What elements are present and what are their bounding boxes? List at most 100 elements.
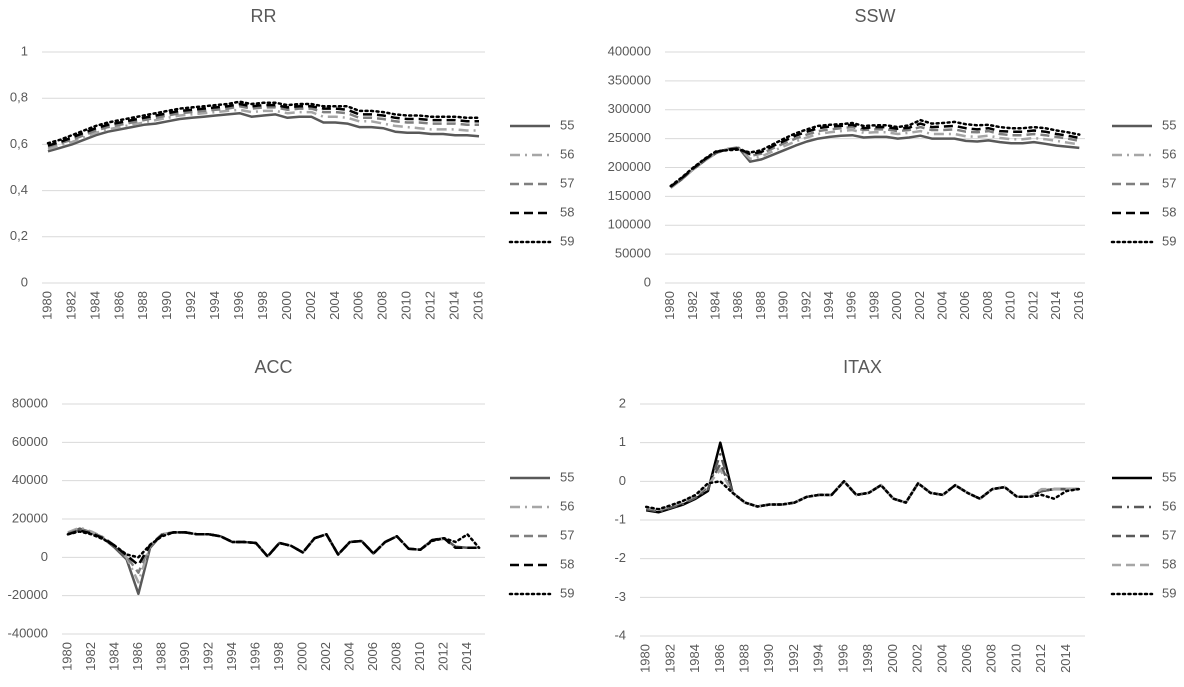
- x-tick-label: 1984: [708, 291, 723, 320]
- x-tick-label: 2004: [327, 291, 342, 320]
- y-tick-label: 0,8: [10, 90, 28, 105]
- x-tick-label: 1988: [153, 642, 168, 671]
- y-tick-label: 50000: [615, 246, 651, 261]
- x-tick-label: 1998: [866, 291, 881, 320]
- legend-label: 55: [1162, 469, 1176, 484]
- chart-panel: ITAX -4 -3 -2 -1 0 1 2 1980 1982 1984 1986 1988 1990 1…: [614, 357, 1176, 673]
- legend-label: 59: [1162, 233, 1176, 248]
- chart-title: ACC: [254, 357, 292, 377]
- data-line: [47, 105, 479, 148]
- y-tick-label: 400000: [608, 43, 651, 58]
- x-tick-label: 1980: [39, 291, 54, 320]
- x-tick-label: 2012: [435, 642, 450, 671]
- x-tick-label: 2006: [365, 642, 380, 671]
- legend-label: 56: [560, 498, 574, 513]
- x-tick-label: 2004: [935, 291, 950, 320]
- x-tick-label: 1992: [798, 291, 813, 320]
- data-line: [66, 530, 481, 559]
- legend-label: 59: [560, 233, 574, 248]
- chart-title: RR: [251, 6, 277, 26]
- data-line: [47, 111, 480, 153]
- x-tick-label: 2012: [1033, 644, 1048, 673]
- y-tick-label: 100000: [608, 217, 651, 232]
- y-tick-label: -20000: [8, 587, 48, 602]
- x-tick-label: 1986: [111, 291, 126, 320]
- x-tick-label: 1990: [761, 644, 776, 673]
- y-tick-label: 80000: [12, 395, 48, 410]
- legend-label: 55: [1162, 117, 1176, 132]
- y-tick-label: 0: [41, 549, 48, 564]
- x-tick-label: 1984: [687, 644, 702, 673]
- x-tick-label: 2000: [885, 644, 900, 673]
- x-tick-label: 2010: [399, 291, 414, 320]
- data-line: [669, 128, 1080, 189]
- y-tick-label: 200000: [608, 159, 651, 174]
- x-tick-label: 1982: [662, 644, 677, 673]
- x-tick-label: 1980: [59, 642, 74, 671]
- chart-title: ITAX: [843, 357, 882, 377]
- legend-label: 58: [560, 556, 574, 571]
- x-tick-label: 1998: [255, 291, 270, 320]
- x-tick-label: 1994: [811, 644, 826, 673]
- y-tick-label: 60000: [12, 434, 48, 449]
- x-tick-label: 2000: [279, 291, 294, 320]
- y-tick-label: 0: [644, 274, 651, 289]
- x-tick-label: 1986: [130, 642, 145, 671]
- x-tick-label: 1982: [83, 642, 98, 671]
- x-tick-label: 1988: [753, 291, 768, 320]
- x-tick-label: 2010: [1003, 291, 1018, 320]
- chart-title: SSW: [854, 6, 895, 26]
- x-tick-label: 2016: [1071, 291, 1086, 320]
- y-tick-label: 250000: [608, 130, 651, 145]
- x-tick-label: 1984: [106, 642, 121, 671]
- x-tick-label: 2008: [375, 291, 390, 320]
- x-tick-label: 2010: [1008, 644, 1023, 673]
- x-tick-label: 1982: [685, 291, 700, 320]
- x-tick-label: 1980: [638, 644, 653, 673]
- legend-label: 58: [1162, 556, 1176, 571]
- x-tick-label: 1996: [835, 644, 850, 673]
- legend-label: 57: [560, 527, 574, 542]
- x-tick-label: 1986: [712, 644, 727, 673]
- y-tick-label: 0,4: [10, 182, 28, 197]
- x-tick-label: 1994: [821, 291, 836, 320]
- x-tick-label: 2000: [889, 291, 904, 320]
- x-tick-label: 2004: [934, 644, 949, 673]
- y-tick-label: 1: [21, 43, 28, 58]
- data-line: [46, 100, 481, 145]
- data-line: [669, 125, 1080, 189]
- data-line: [47, 102, 479, 147]
- y-tick-label: 0: [619, 473, 626, 488]
- data-line: [645, 462, 1079, 512]
- x-tick-label: 2014: [1048, 291, 1063, 320]
- y-tick-label: -1: [614, 511, 626, 526]
- y-tick-label: 350000: [608, 72, 651, 87]
- x-tick-label: 1998: [860, 644, 875, 673]
- legend-label: 59: [1162, 585, 1176, 600]
- y-tick-label: -2: [614, 550, 626, 565]
- x-tick-label: 2002: [912, 291, 927, 320]
- chart-panel: SSW 0 50000 100000 150000 200000 250000 300000 3…: [608, 6, 1177, 320]
- legend-label: 57: [560, 175, 574, 190]
- x-tick-label: 2008: [984, 644, 999, 673]
- data-line: [645, 441, 1079, 514]
- x-tick-label: 1990: [177, 642, 192, 671]
- y-tick-label: 20000: [12, 510, 48, 525]
- x-tick-label: 2006: [959, 644, 974, 673]
- y-tick-label: 150000: [608, 188, 651, 203]
- x-tick-label: 1980: [662, 291, 677, 320]
- data-line: [669, 133, 1080, 189]
- x-tick-label: 1988: [135, 291, 150, 320]
- x-tick-label: 2014: [447, 291, 462, 320]
- x-tick-label: 1990: [159, 291, 174, 320]
- x-tick-label: 2014: [459, 642, 474, 671]
- y-tick-label: 40000: [12, 472, 48, 487]
- x-tick-label: 1998: [271, 642, 286, 671]
- x-tick-label: 2002: [303, 291, 318, 320]
- y-tick-label: -4: [614, 627, 626, 642]
- x-tick-label: 1994: [224, 642, 239, 671]
- x-tick-label: 2008: [388, 642, 403, 671]
- data-line: [669, 118, 1081, 188]
- x-tick-label: 1992: [786, 644, 801, 673]
